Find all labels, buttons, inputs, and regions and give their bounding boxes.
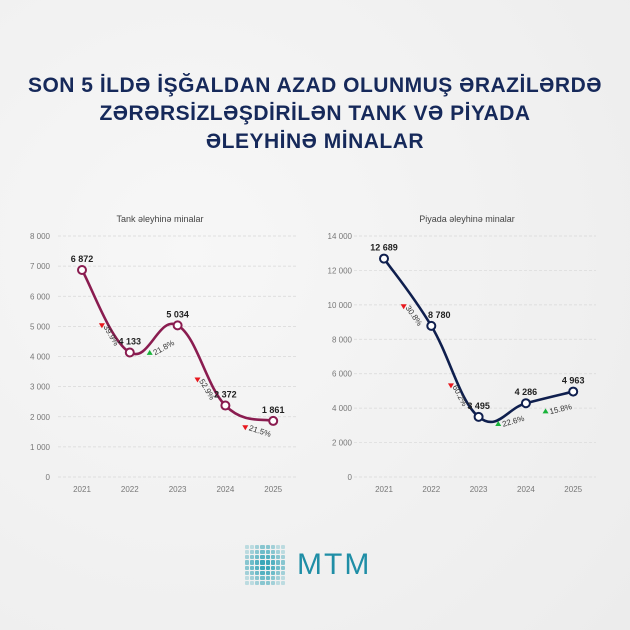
data-label: 5 034 [166,309,189,319]
x-tick-label: 2021 [73,485,91,494]
y-tick-label: 6 000 [30,292,51,301]
arrow-down-icon [242,425,249,431]
data-label: 12 689 [370,243,398,253]
y-tick-label: 4 000 [30,353,51,362]
data-point [124,347,135,358]
chart-title: Piyada əleyhinə minalar [419,214,515,224]
mtm-logo: MTM [245,545,371,585]
data-point [220,400,231,411]
arrow-down-icon [194,377,201,383]
data-label: 4 963 [562,376,585,386]
arrow-down-icon [400,304,407,310]
arrow-down-icon [447,383,454,389]
data-point [379,253,389,264]
y-tick-label: 8 000 [30,232,51,241]
chart-title: Tank əleyhinə minalar [116,214,203,224]
arrow-up-icon [495,421,502,427]
y-tick-label: 7 000 [30,262,51,271]
x-tick-label: 2022 [422,485,440,494]
arrow-up-icon [146,349,153,355]
title-line: SON 5 İLDƏ İŞĞALDAN AZAD OLUNMUŞ ƏRAZİLƏ… [27,74,603,97]
data-label: 4 133 [119,336,142,346]
data-point [426,320,437,331]
x-tick-label: 2021 [375,485,393,494]
data-label: 3 495 [467,401,490,411]
x-tick-label: 2022 [121,485,139,494]
x-tick-label: 2023 [169,485,187,494]
y-tick-label: 0 [348,473,353,482]
change-label: 21.5% [248,423,272,439]
data-point [520,398,531,409]
data-label: 2 372 [214,390,237,400]
y-tick-label: 1 000 [30,443,51,452]
y-tick-label: 2 000 [30,413,51,422]
data-point [172,320,183,331]
data-point [268,415,279,426]
change-label: 60.2% [451,384,469,408]
data-point [473,411,484,422]
x-tick-label: 2025 [264,485,282,494]
y-tick-label: 3 000 [30,383,51,392]
x-tick-label: 2024 [217,485,235,494]
data-label: 6 872 [71,254,94,264]
y-tick-label: 10 000 [328,301,353,310]
data-point [77,264,87,275]
y-tick-label: 0 [46,473,51,482]
logo-mark-icon [245,545,285,585]
data-point [568,386,579,397]
change-label: 15.8% [549,402,573,416]
x-tick-label: 2025 [564,485,582,494]
title-line: ƏLEYHİNƏ MİNALAR [205,130,425,153]
change-label: 21.8% [152,338,176,357]
logo-text: MTM [297,548,372,581]
page-title: SON 5 İLDƏ İŞĞALDAN AZAD OLUNMUŞ ƏRAZİLƏ… [0,72,630,156]
title-line: ZƏRƏRSİZLƏŞDİRİLƏN TANK VƏ PİYADA [99,102,531,125]
data-label: 4 286 [515,387,538,397]
y-tick-label: 5 000 [30,322,51,331]
y-tick-label: 4 000 [332,404,353,413]
data-label: 8 780 [428,310,451,320]
y-tick-label: 14 000 [328,232,353,241]
series-line [80,269,274,423]
x-tick-label: 2024 [517,485,535,494]
arrow-down-icon [98,323,105,329]
y-tick-label: 12 000 [328,266,353,275]
y-tick-label: 2 000 [332,439,353,448]
data-label: 1 861 [262,405,285,415]
series-line [382,257,574,424]
y-tick-label: 8 000 [332,335,353,344]
arrow-up-icon [542,408,549,414]
y-tick-label: 6 000 [332,370,353,379]
change-label: 39.9% [102,323,121,347]
x-tick-label: 2023 [470,485,488,494]
